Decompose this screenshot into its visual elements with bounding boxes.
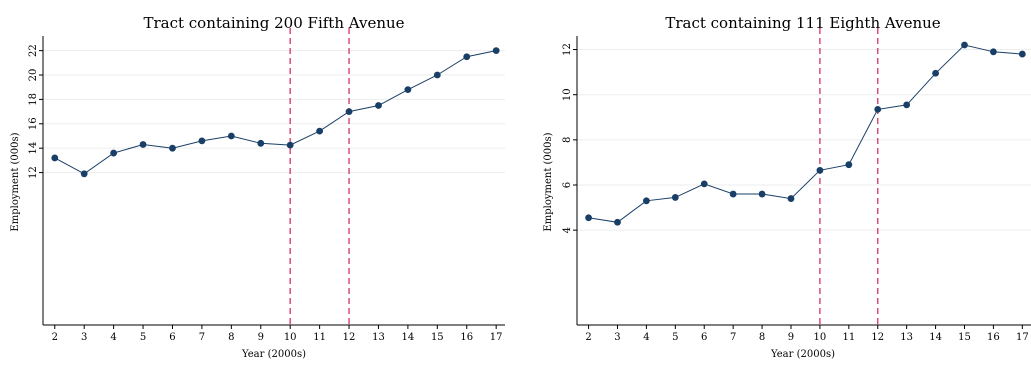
data-point [990, 48, 997, 56]
data-point [845, 161, 853, 169]
x-tick-label: 4 [643, 332, 649, 343]
data-point [614, 218, 621, 226]
data-point [492, 47, 500, 55]
chart-title: Tract containing 200 Fifth Avenue [143, 14, 404, 32]
x-axis-label: Year (2000s) [770, 349, 835, 360]
x-axis-label: Year (2000s) [241, 349, 306, 360]
y-tick-label: 14 [28, 142, 39, 155]
series-line [54, 50, 497, 175]
x-tick-label: 5 [140, 332, 146, 343]
x-tick-label: 10 [284, 332, 297, 343]
x-tick-label: 7 [730, 332, 736, 343]
y-tick-label: 10 [562, 88, 573, 101]
x-tick-label: 14 [929, 332, 942, 343]
x-tick-label: 8 [759, 332, 765, 343]
x-tick-label: 6 [169, 332, 175, 343]
data-point [169, 144, 176, 152]
data-point [758, 190, 766, 198]
x-tick-label: 4 [110, 332, 116, 343]
x-tick-label: 11 [842, 332, 855, 343]
data-point [700, 180, 708, 188]
series-line [588, 44, 1023, 223]
x-tick-label: 5 [672, 332, 678, 343]
data-point [404, 86, 412, 94]
y-tick-label: 22 [28, 44, 39, 57]
data-point [816, 166, 824, 174]
x-tick-label: 2 [52, 332, 58, 343]
y-tick-label: 12 [28, 166, 39, 179]
x-tick-label: 2 [585, 332, 591, 343]
x-tick-label: 13 [900, 332, 913, 343]
data-point [585, 214, 592, 222]
x-tick-label: 15 [431, 332, 444, 343]
y-tick-label: 8 [562, 137, 573, 143]
x-tick-label: 15 [958, 332, 971, 343]
data-point [643, 197, 650, 205]
data-point [139, 141, 147, 148]
data-point [874, 105, 882, 113]
data-point [198, 137, 206, 145]
x-tick-label: 12 [343, 332, 356, 343]
x-tick-label: 13 [372, 332, 385, 343]
x-tick-label: 8 [228, 332, 234, 343]
chart-panel-right: Tract containing 111 Eighth Avenue Emplo… [543, 14, 1031, 360]
x-tick-label: 16 [460, 332, 473, 343]
x-tick-label: 12 [871, 332, 884, 343]
y-tick-label: 20 [28, 69, 39, 82]
y-axis-label: Employment (000s) [10, 132, 21, 231]
data-point [110, 149, 118, 157]
data-point [257, 139, 265, 147]
data-point [345, 108, 353, 116]
x-tick-label: 7 [199, 332, 205, 343]
data-point [903, 101, 911, 109]
data-point [463, 53, 471, 61]
y-tick-label: 4 [562, 227, 573, 233]
data-point [787, 195, 795, 202]
x-tick-label: 6 [701, 332, 707, 343]
x-tick-label: 9 [258, 332, 264, 343]
x-tick-label: 16 [987, 332, 1000, 343]
data-point [433, 71, 441, 79]
data-point [286, 141, 294, 149]
x-tick-label: 11 [313, 332, 326, 343]
y-axis-label: Employment (000s) [543, 132, 554, 231]
data-point [932, 69, 939, 77]
data-point [375, 102, 382, 109]
data-point [671, 194, 679, 201]
x-tick-label: 17 [490, 332, 503, 343]
x-tick-label: 14 [402, 332, 415, 343]
x-tick-label: 9 [788, 332, 794, 343]
x-tick-label: 10 [814, 332, 827, 343]
x-tick-label: 3 [614, 332, 620, 343]
y-tick-label: 6 [562, 182, 573, 188]
data-point [80, 170, 88, 178]
data-point [227, 132, 235, 140]
y-tick-label: 12 [562, 43, 573, 56]
data-point [961, 41, 968, 49]
data-point [51, 154, 59, 162]
y-tick-label: 16 [28, 117, 39, 130]
x-tick-label: 3 [81, 332, 87, 343]
data-point [316, 127, 324, 135]
x-tick-label: 17 [1016, 332, 1029, 343]
data-point [729, 190, 737, 198]
data-point [1018, 50, 1026, 58]
chart-title: Tract containing 111 Eighth Avenue [665, 14, 940, 32]
y-tick-label: 18 [28, 93, 39, 106]
chart-panel-left: Tract containing 200 Fifth Avenue Employ… [10, 14, 505, 360]
